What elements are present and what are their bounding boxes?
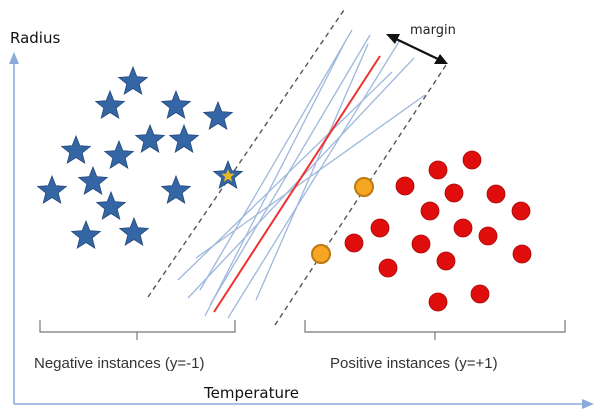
negative-star [168, 123, 200, 153]
positive-dot [411, 234, 431, 254]
candidate-line [204, 39, 347, 317]
candidate-line [199, 29, 353, 291]
y-axis-arrowhead [9, 52, 19, 64]
positive-dot [344, 233, 364, 253]
candidate-line [209, 34, 371, 306]
x-axis-arrowhead [582, 399, 594, 409]
negative-instances [36, 65, 244, 249]
negative-star [117, 65, 149, 95]
positive-dot [444, 183, 464, 203]
negative-group-label: Negative instances (y=-1) [34, 355, 205, 372]
support-vector-star-core [221, 169, 235, 182]
positive-dot [395, 176, 415, 196]
positive-group-bracket [304, 320, 566, 340]
negative-star [70, 219, 102, 249]
positive-dot [428, 160, 448, 180]
negative-star [77, 165, 109, 195]
positive-dot [462, 150, 482, 170]
negative-star [60, 134, 92, 164]
axes [9, 52, 594, 409]
negative-star [160, 174, 192, 204]
negative-group-bracket [39, 320, 236, 340]
positive-dot [436, 251, 456, 271]
positive-dot [378, 258, 398, 278]
positive-group-label: Positive instances (y=+1) [330, 355, 498, 372]
candidate-line [255, 43, 369, 301]
positive-dot [512, 244, 532, 264]
negative-star [36, 174, 68, 204]
positive-dot [453, 218, 473, 238]
support-vector-dot [354, 177, 374, 197]
positive-dot [486, 184, 506, 204]
margin-label: margin [410, 23, 456, 38]
negative-star [94, 89, 126, 119]
negative-star [202, 100, 234, 130]
positive-dot [511, 201, 531, 221]
optimal-hyperplane [213, 55, 381, 313]
candidate-line [227, 39, 401, 319]
negative-star [134, 123, 166, 153]
negative-star [95, 190, 127, 220]
positive-instances [311, 150, 532, 312]
positive-dot [420, 201, 440, 221]
x-axis-label: Temperature [203, 384, 299, 402]
positive-dot [370, 218, 390, 238]
candidate-lines [177, 29, 426, 319]
negative-star [103, 139, 135, 169]
candidate-line [195, 94, 426, 259]
positive-dot [470, 284, 490, 304]
margin-arrow [386, 34, 448, 64]
negative-star [118, 216, 150, 246]
positive-dot [428, 292, 448, 312]
y-axis-label: Radius [10, 29, 60, 47]
support-vector-dot [311, 244, 331, 264]
negative-star [160, 89, 192, 119]
positive-dot [478, 226, 498, 246]
margin-boundary-negative [147, 9, 345, 298]
